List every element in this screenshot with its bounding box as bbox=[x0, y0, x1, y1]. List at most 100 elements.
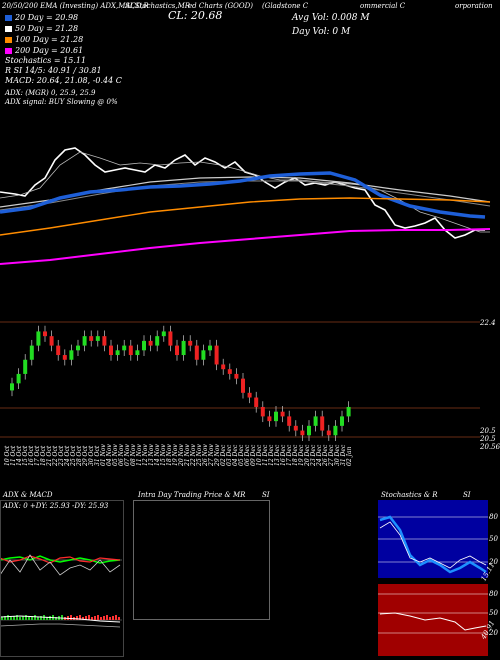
candle-body bbox=[313, 416, 318, 426]
stoch-tick-20: 20 bbox=[489, 558, 498, 566]
macd-bar bbox=[82, 617, 84, 620]
adx-green-line bbox=[0, 555, 121, 564]
macd-bar bbox=[115, 615, 117, 620]
legend-swatch-blue bbox=[5, 15, 12, 21]
legend-ema50: 50 Day = 21.28 bbox=[5, 24, 78, 33]
legend-ema200: 200 Day = 20.61 bbox=[5, 46, 83, 55]
macd-bar bbox=[55, 617, 57, 620]
macd-bar bbox=[118, 617, 120, 620]
macd-bar bbox=[112, 616, 114, 620]
legend-ema20: 20 Day = 20.98 bbox=[5, 13, 78, 22]
candle-body bbox=[274, 411, 278, 422]
legend-ema100: 100 Day = 21.28 bbox=[5, 35, 83, 44]
macd-signal-line bbox=[0, 623, 121, 628]
rsi-panel-bg bbox=[378, 584, 488, 656]
macd-line bbox=[0, 615, 121, 623]
rsi-line bbox=[379, 612, 487, 631]
candle-body bbox=[221, 364, 226, 370]
macd-readout: MACD: 20.64, 21.08, -0.44 C bbox=[5, 76, 122, 85]
macd-bar bbox=[10, 617, 12, 620]
macd-bar bbox=[79, 615, 81, 620]
macd-bar bbox=[97, 615, 99, 620]
legend-swatch-orange bbox=[5, 37, 12, 43]
candle-body bbox=[69, 350, 74, 360]
rsi-tick-80: 80 bbox=[489, 590, 498, 598]
stoch-overlay-line bbox=[0, 151, 490, 233]
candle-body bbox=[293, 425, 298, 431]
candle-body bbox=[267, 416, 272, 422]
candle-body bbox=[82, 336, 87, 346]
macd-bar bbox=[4, 616, 6, 620]
macd-bar bbox=[13, 616, 15, 620]
candle-body bbox=[109, 345, 113, 356]
macd-bar bbox=[91, 617, 93, 620]
ema200-line bbox=[0, 228, 491, 265]
macd-bar bbox=[28, 617, 30, 620]
candle-body bbox=[307, 425, 311, 436]
candle-body bbox=[241, 378, 245, 393]
stoch-d-line bbox=[379, 521, 487, 569]
candle-body bbox=[287, 416, 292, 426]
macd-bar bbox=[88, 615, 90, 620]
candle-body bbox=[102, 336, 107, 346]
price-line bbox=[0, 147, 485, 239]
stochastics-readout: Stochastics = 15.11 bbox=[5, 56, 87, 65]
candle-body bbox=[56, 345, 61, 356]
header-title-mid: SI,Stochastics,MR bbox=[125, 2, 191, 10]
macd-bar bbox=[103, 616, 105, 620]
ema20-line bbox=[0, 171, 486, 219]
candle-body bbox=[135, 350, 140, 356]
date-tick-label: 02 Jan bbox=[346, 446, 353, 466]
macd-bar bbox=[106, 615, 108, 620]
price-label-1: 20.5 bbox=[480, 427, 496, 435]
macd-bar bbox=[25, 615, 27, 620]
macd-bar bbox=[85, 616, 87, 620]
avg-volume: Avg Vol: 0.008 M bbox=[292, 13, 370, 23]
adx-panel bbox=[0, 500, 124, 657]
candle-body bbox=[142, 340, 146, 351]
candle-body bbox=[115, 350, 120, 356]
stochastics-panel-title-2: SI bbox=[463, 491, 471, 499]
candle-body bbox=[333, 425, 338, 436]
candle-body bbox=[247, 392, 252, 398]
candle-body bbox=[254, 397, 259, 407]
rsi-readout: R SI 14/5: 40.91 / 30.81 bbox=[5, 66, 102, 75]
price-label-3: 20.56 bbox=[480, 443, 500, 451]
intraday-panel-title: Intra Day Trading Price & MR bbox=[138, 491, 246, 499]
candle-body bbox=[175, 345, 179, 356]
candle-body bbox=[208, 345, 212, 351]
candle-body bbox=[188, 340, 193, 346]
candle-body bbox=[49, 336, 54, 346]
day-volume: Day Vol: 0 M bbox=[292, 27, 351, 37]
candle-body bbox=[194, 345, 199, 360]
macd-bar bbox=[40, 616, 42, 620]
candle-body bbox=[234, 373, 239, 379]
macd-bar bbox=[1, 617, 3, 620]
macd-bar bbox=[46, 617, 48, 620]
candle-body bbox=[128, 345, 133, 356]
ema100-line bbox=[0, 197, 491, 236]
adx-readout: ADX: (MGR) 0, 25.9, 25.9 bbox=[5, 89, 96, 97]
adx-panel-title: ADX & MACD bbox=[3, 491, 53, 499]
intraday-panel-title-2: SI bbox=[262, 491, 270, 499]
macd-bar bbox=[19, 617, 21, 620]
macd-bar bbox=[100, 617, 102, 620]
macd-bar bbox=[76, 616, 78, 620]
macd-bar bbox=[61, 615, 63, 620]
header-symbol: ed Charts (GOOD) bbox=[188, 2, 254, 10]
legend-swatch-white bbox=[5, 26, 12, 32]
price-label-top: 22.4 bbox=[480, 319, 496, 327]
candle-body bbox=[10, 383, 14, 391]
candle-body bbox=[181, 340, 186, 356]
candle-body bbox=[16, 373, 21, 384]
stoch-tick-50: 50 bbox=[489, 535, 498, 543]
macd-bar bbox=[94, 616, 96, 620]
header-company-3: orporation bbox=[455, 2, 493, 10]
candle-body bbox=[227, 369, 232, 374]
adx-red-line bbox=[0, 555, 121, 564]
candle-body bbox=[214, 345, 219, 365]
candle-body bbox=[260, 406, 265, 417]
candle-body bbox=[168, 331, 173, 346]
candle-body bbox=[340, 416, 344, 426]
candle-body bbox=[280, 411, 285, 417]
